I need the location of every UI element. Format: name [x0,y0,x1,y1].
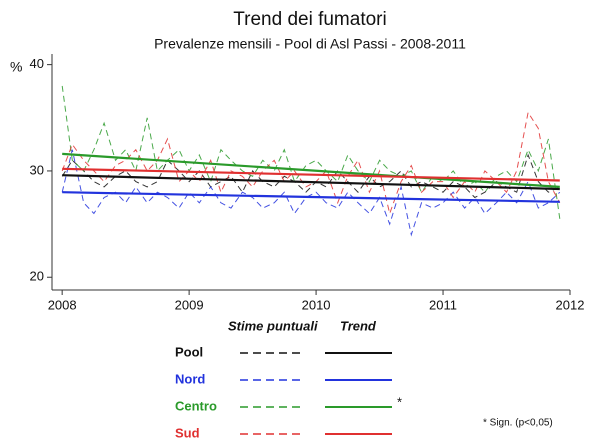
trend-line [62,152,560,188]
legend-label: Pool [175,344,203,359]
trend-line [62,191,560,203]
legend-header: Stime puntuali [228,318,318,333]
x-tick-label: 2012 [556,297,585,312]
series-line [61,85,561,219]
x-tick-label: 2008 [48,297,77,312]
trend-line [62,167,560,182]
series-line [61,111,561,216]
y-tick-label: 20 [30,269,44,284]
series-line [61,153,561,199]
legend-label: Centro [175,398,217,413]
significance-mark: * [397,394,402,409]
x-tick-label: 2011 [429,297,457,312]
x-tick-label: 2010 [302,297,331,312]
y-axis-label: % [10,59,22,75]
x-tick-label: 2009 [175,297,204,312]
trend-line [62,174,560,191]
y-tick-label: 30 [30,162,44,177]
legend-label: Nord [175,371,205,386]
chart-subtitle: Prevalenze mensili - Pool di Asl Passi -… [154,36,466,52]
chart-title: Trend dei fumatori [233,9,386,30]
legend-header: Trend [340,318,377,333]
legend-label: Sud [175,425,200,438]
y-tick-label: 40 [30,56,44,71]
note: * Sign. (p<0,05) [483,418,553,429]
